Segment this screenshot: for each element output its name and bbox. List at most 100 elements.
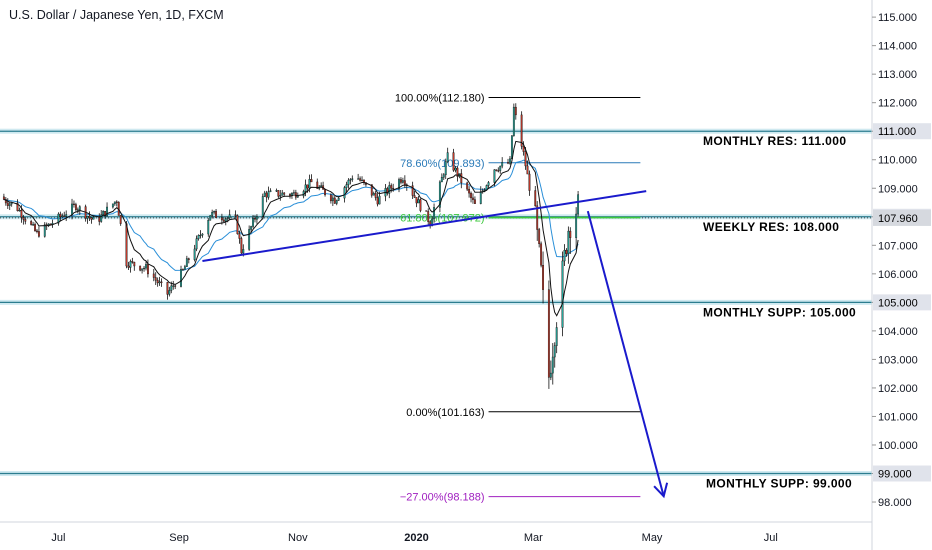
candle-body [479,191,482,204]
candle-body [224,218,227,222]
y-tick-label: 104.000 [878,326,918,338]
candle-body [528,173,531,191]
candle-body [316,181,319,189]
candle-body [279,195,282,197]
fib-label: 78.60%(109.893) [400,158,484,170]
candle-body [487,182,490,186]
candle-body [61,215,64,218]
candle-body [36,230,38,232]
candle-body [283,192,286,195]
y-tick-label: 106.000 [878,269,918,281]
candle-body [577,194,580,215]
candle-body [411,185,414,196]
candle-body [145,264,147,269]
fib-layer: 100.00%(112.180) 78.60%(109.893) 61.80%(10… [395,93,641,504]
level-note: WEEKLY RES: 108.000 [703,220,839,234]
candle-body [413,195,416,198]
candle-body [125,223,128,267]
chart-title: U.S. Dollar / Japanese Yen, 1D, FXCM [9,8,224,22]
candle-body [269,190,272,192]
y-tick-label: 102.000 [878,383,918,395]
y-tick-label: 98.000 [878,497,912,509]
candle-body [507,162,509,164]
candle-body [433,207,435,220]
candle-body [226,217,229,220]
candle-body [569,230,572,238]
candle-body [520,114,523,147]
candle-body [127,265,130,268]
candle-body [296,195,299,198]
x-tick-label: Mar [524,532,543,544]
candle-body [43,224,46,237]
candle-body [324,189,326,196]
candle-body [357,178,360,180]
y-tick-label: 113.000 [878,69,917,81]
candle-body [473,199,476,204]
candle-body [193,248,196,260]
candle-body [390,185,393,189]
candle-body [34,224,36,232]
candle-body [170,285,173,291]
candle-body [71,203,73,215]
candle-body [158,281,161,284]
candle-body [425,210,428,212]
candle-body [261,196,264,217]
x-tick-label: Nov [288,532,308,544]
level-layer [0,128,872,477]
candle-body [185,258,188,267]
candle-body [540,243,543,266]
candle-body [119,215,122,224]
candle-body [254,218,256,220]
candle-body [86,215,89,219]
candle-body [438,181,441,208]
candle-body [415,197,418,204]
candles-layer [2,103,580,389]
candle-body [76,209,79,211]
candle-body [183,266,186,270]
candle-body [57,213,60,224]
candle-body [452,152,455,171]
y-tick-label: 114.000 [878,41,917,53]
candle-body [470,192,472,199]
candle-body [281,192,284,196]
candle-body [512,106,515,136]
candle-body [131,261,134,263]
candle-body [522,146,525,152]
candle-body [440,177,443,183]
candle-body [454,167,457,171]
candle-body [331,197,334,202]
candle-body [333,197,336,204]
y-tick-label: 110.000 [878,155,917,167]
candle-body [152,273,155,278]
candle-body [388,185,391,194]
candle-body [403,180,406,185]
candle-body [275,190,278,192]
candle-body [92,216,95,220]
price-tag-label: 99.000 [878,469,912,481]
candle-body [154,277,157,281]
trend-line[interactable] [202,190,647,262]
candle-body [575,213,578,238]
candle-body [376,197,379,205]
candle-body [444,161,447,176]
candle-body [63,215,66,217]
y-tick-label: 101.000 [878,411,918,423]
candle-body [74,204,77,210]
candle-body [493,169,496,183]
candle-body [88,215,91,218]
candle-body [100,214,103,222]
y-tick-label: 112.000 [878,98,917,110]
candle-body [289,194,291,196]
candle-body [460,173,463,184]
projection-arrow[interactable] [586,210,665,497]
candle-body [446,152,449,163]
y-tick-label: 103.000 [878,354,918,366]
y-tick-label: 109.000 [878,183,918,195]
candle-body [16,202,19,211]
candle-body [211,211,214,216]
candle-body [567,230,570,254]
candle-body [555,327,558,346]
candle-body [115,201,118,203]
candle-body [143,267,145,270]
